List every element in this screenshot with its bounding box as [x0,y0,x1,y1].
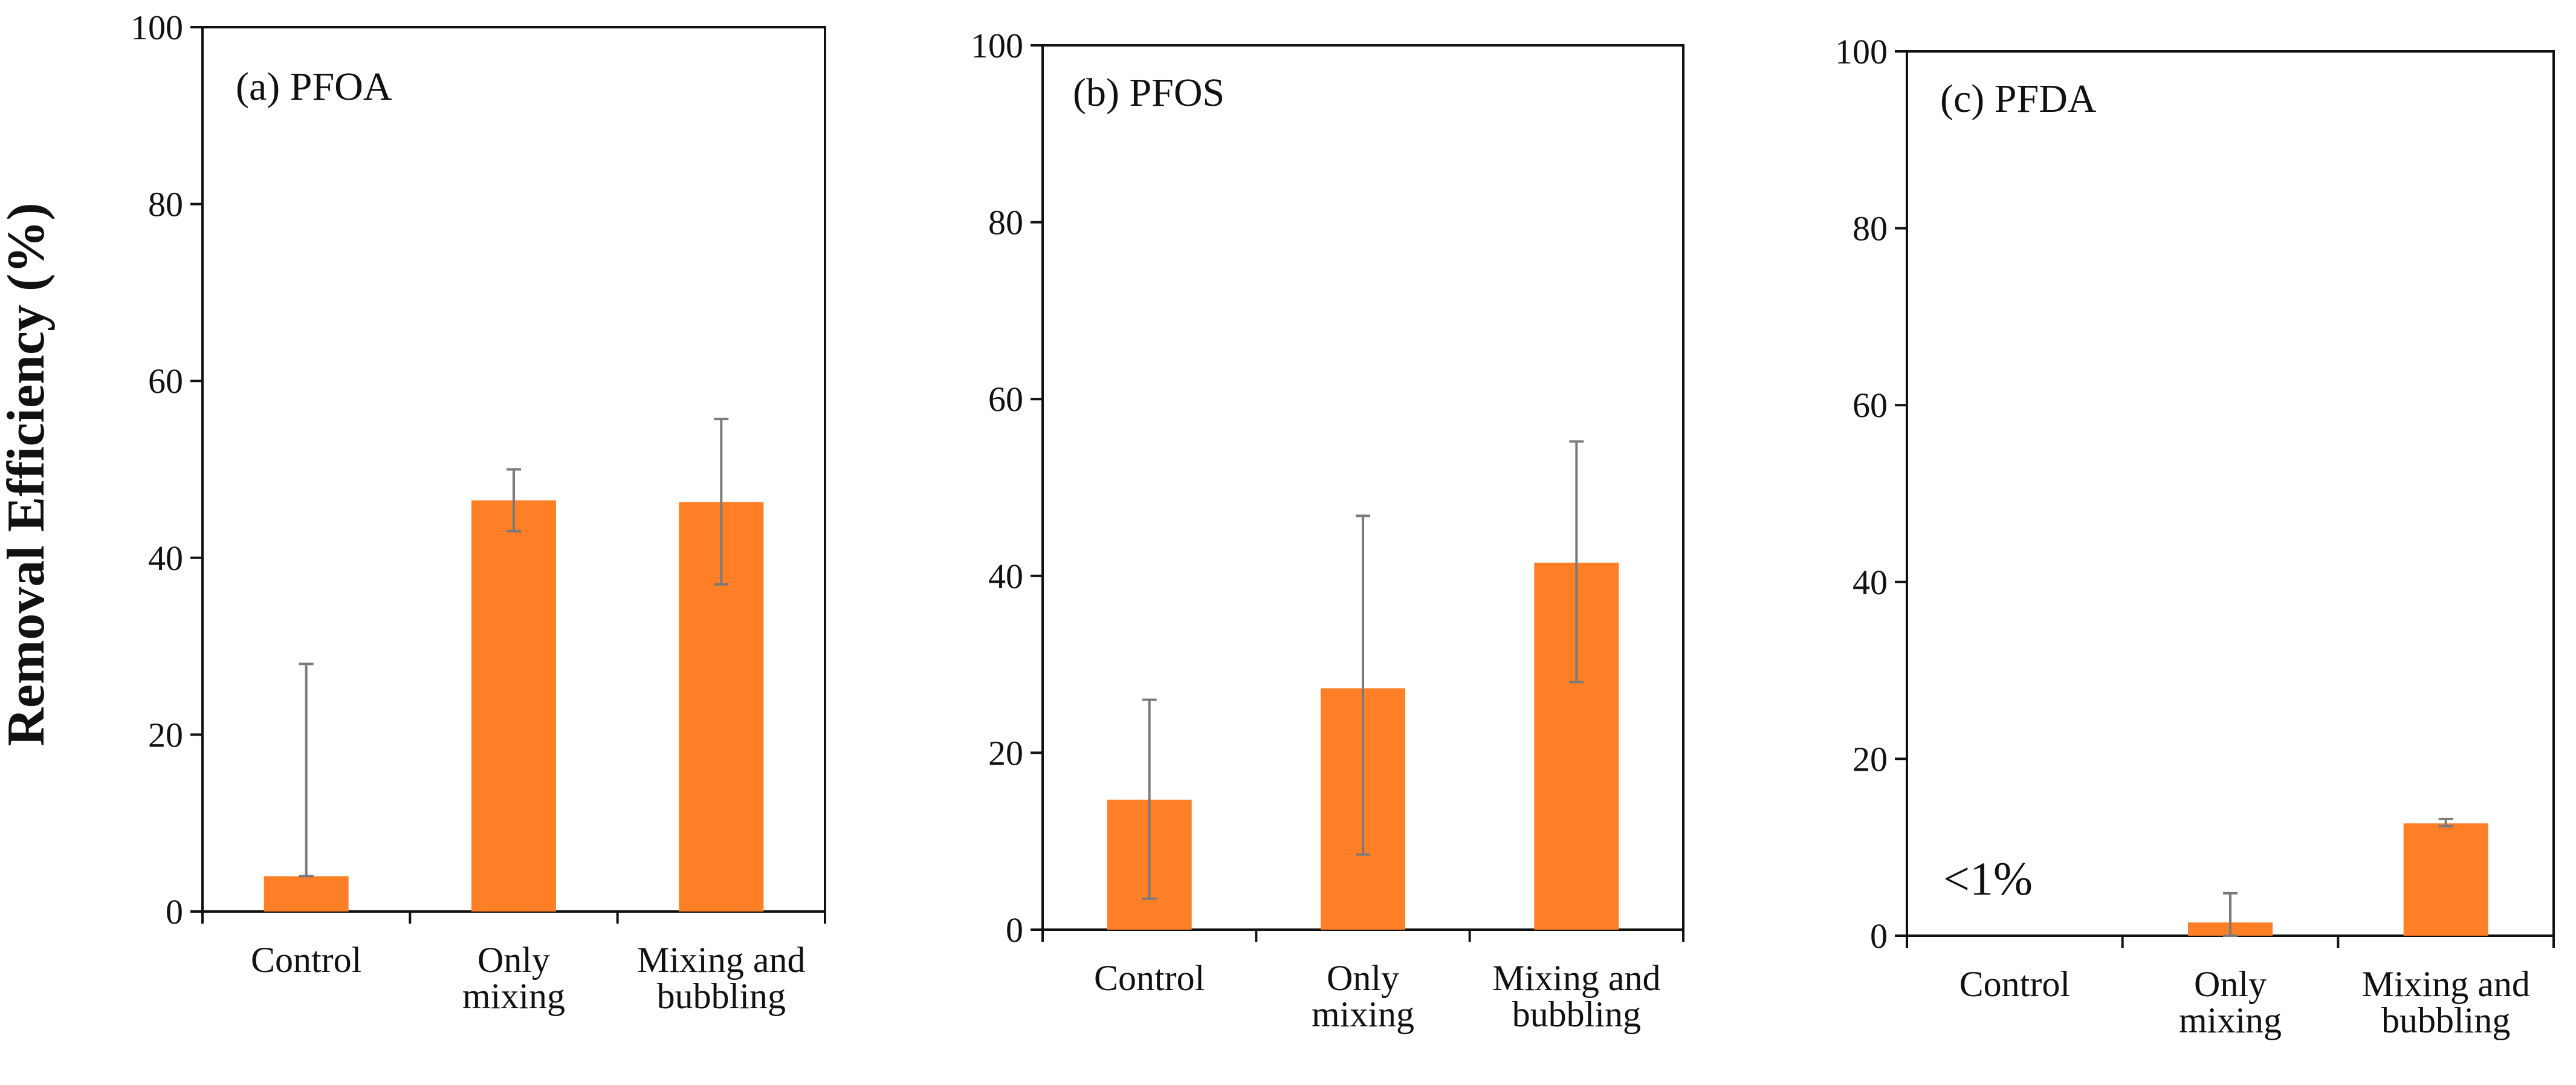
category-label: Control [1960,964,2070,1004]
category-label: Control [251,940,361,980]
category-label-line: Mixing and [637,940,805,980]
bar [2403,823,2488,936]
category-label: Only mixing [2179,964,2282,1040]
panel-1: 0 20 40 60 80 100 Control Only mixing Mixing and b… [131,8,826,1016]
category-label: Mixing and bubbling [2362,964,2530,1040]
y-tick-label: 40 [988,557,1023,596]
y-tick-label: 60 [988,380,1023,419]
y-tick-label: 100 [971,26,1023,65]
y-tick-label: 60 [148,361,183,401]
category-label-line: Mixing and [1492,958,1660,998]
panel-3: 0 20 40 60 80 100 Control Only mixing Mixing and b… [1835,32,2555,1040]
category-label-line: Only [477,940,550,980]
y-tick-label: 100 [131,8,183,47]
y-tick-label: 80 [148,185,183,224]
category-label: Only mixing [1312,958,1414,1034]
category-label: Control [1094,958,1205,998]
y-tick-label: 0 [1006,910,1023,950]
plot-frame [1906,50,2555,937]
category-label-line: Only [1327,958,1399,998]
category-label-line: Control [251,940,361,980]
annotation-label: <1% [1943,852,2033,905]
y-tick-label: 0 [1870,916,1888,956]
category-label-line: Control [1960,964,2070,1004]
y-tick-label: 60 [1853,386,1888,425]
y-tick-label: 100 [1835,32,1888,71]
category-label-line: bubbling [657,976,786,1016]
panel-2: 0 20 40 60 80 100 Control Only mixing Mixing and b… [971,26,1684,1034]
y-tick-label: 20 [1853,739,1888,779]
panel-title: (a) PFOA [236,65,392,109]
category-label-line: mixing [462,976,565,1016]
category-label-line: Mixing and [2362,964,2530,1004]
bar [471,500,556,912]
panel-title: (b) PFOS [1073,71,1225,115]
y-tick-label: 40 [1853,563,1888,602]
y-tick-label: 80 [1853,209,1888,248]
y-tick-label: 20 [148,715,183,754]
y-tick-label: 40 [148,539,183,578]
category-label-line: Only [2194,964,2267,1004]
category-label-line: bubbling [1512,994,1641,1034]
category-label-line: bubbling [2381,1000,2510,1040]
category-label: Mixing and bubbling [1492,958,1660,1034]
category-label: Mixing and bubbling [637,940,805,1016]
category-label-line: Control [1094,958,1205,998]
category-label: Only mixing [462,940,565,1016]
y-tick-label: 0 [166,892,183,931]
category-label-line: mixing [1312,994,1414,1034]
y-tick-label: 80 [988,203,1023,242]
panel-title: (c) PFDA [1940,77,2097,121]
bar [264,876,349,912]
category-label-line: mixing [2179,1000,2282,1040]
y-axis-title: Removal Efficiency (%) [0,202,56,746]
y-tick-label: 20 [988,733,1023,772]
